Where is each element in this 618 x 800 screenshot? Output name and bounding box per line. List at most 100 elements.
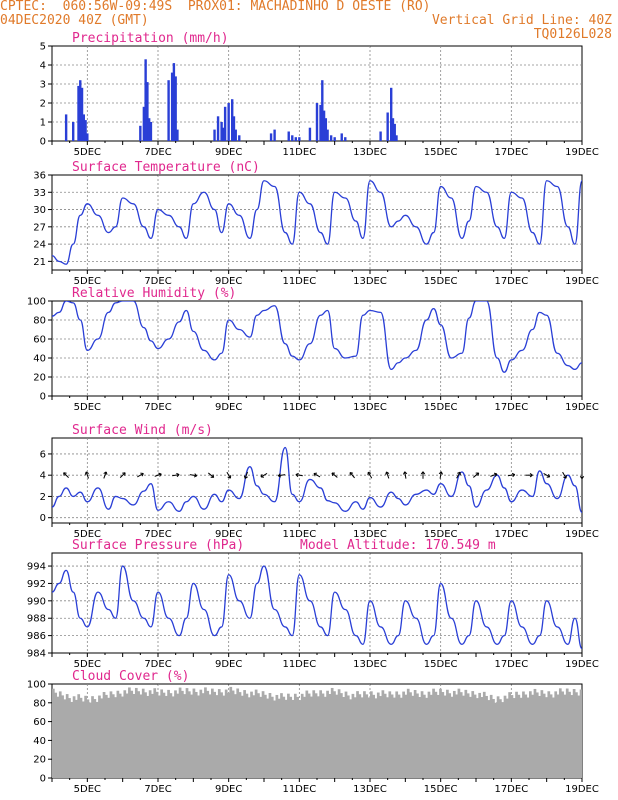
wind-arrow-shaft <box>507 474 515 477</box>
y-tick-label: 0 <box>40 774 46 785</box>
panel-title: Surface Temperature (nC) <box>72 160 260 175</box>
panel-rh: 0 20 40 60 80 100 5DEC 7DEC 9DEC 11DEC 13DEC 15DEC 1… <box>27 286 599 413</box>
y-tick-label: 60 <box>33 335 46 346</box>
y-tick-label: 80 <box>33 698 46 709</box>
cloud-bar <box>448 693 452 778</box>
cloud-bar <box>236 688 240 778</box>
series-line-temp <box>52 180 582 265</box>
panel-title: Relative Humidity (%) <box>72 286 236 301</box>
precip-bar <box>144 59 147 141</box>
cloud-bar <box>222 695 226 778</box>
cloud-bar <box>464 689 468 778</box>
cloud-bar <box>579 689 582 778</box>
cloud-bar <box>257 693 260 778</box>
cloud-bar <box>266 698 270 778</box>
x-tick-label: 15DEC <box>424 529 458 540</box>
wind-arrow <box>456 471 461 479</box>
y-tick-label: 27 <box>33 222 46 233</box>
wind-arrow <box>137 472 144 478</box>
wind-arrow <box>562 471 567 479</box>
cloud-bar <box>52 688 55 778</box>
plot-body <box>52 180 582 265</box>
precip-bar <box>223 106 227 141</box>
cloud-bar <box>323 696 327 778</box>
wind-arrow-head <box>529 474 533 478</box>
cloud-bar <box>450 696 454 778</box>
precip-bar <box>174 76 177 141</box>
cloud-bar <box>54 692 58 778</box>
cloud-bar <box>208 694 212 778</box>
cloud-bar <box>197 695 200 778</box>
cloud-bar <box>462 695 465 778</box>
precip-bar <box>391 118 395 141</box>
cloud-bar <box>351 693 355 778</box>
cloud-bar <box>220 692 223 778</box>
y-tick-label: 33 <box>33 188 46 199</box>
x-tick-label: 9DEC <box>215 659 242 670</box>
y-tick-label: 30 <box>33 205 46 216</box>
cloud-bar <box>303 696 306 778</box>
cloud-bar <box>63 699 67 778</box>
cloud-bar <box>427 691 431 778</box>
wind-arrow <box>226 471 232 479</box>
wind-arrow <box>84 471 90 479</box>
wind-arrow-head <box>368 471 372 474</box>
cloud-bar <box>356 691 359 778</box>
precip-bar <box>80 87 84 141</box>
y-tick-label: 994 <box>27 562 46 573</box>
cloud-bar <box>162 692 166 778</box>
x-tick-label: 5DEC <box>74 402 101 413</box>
cloud-bar <box>432 688 435 778</box>
panel-pres: 984 986 988 990 992 994 5DEC 7DEC 9DEC 11DEC 13DEC… <box>27 538 599 670</box>
wind-arrow <box>119 472 126 479</box>
cloud-bar <box>402 691 405 778</box>
wind-arrow-shaft <box>154 473 162 477</box>
precip-bar <box>386 112 389 141</box>
cloud-bar <box>224 689 228 778</box>
cloud-bar <box>289 696 293 778</box>
wind-arrow-head <box>494 473 498 477</box>
cloud-bar <box>116 690 120 778</box>
cloud-bar <box>434 691 438 778</box>
cloud-bar <box>247 697 251 778</box>
wind-arrow-shaft <box>456 471 461 479</box>
cloud-bar <box>264 694 267 778</box>
cloud-bar <box>577 695 581 778</box>
wind-arrow <box>385 471 390 479</box>
cloud-bar <box>381 690 385 778</box>
cloud-bar <box>429 694 433 778</box>
cloud-bar <box>420 691 424 778</box>
cloud-bar <box>540 690 544 778</box>
cloud-bar <box>84 695 87 778</box>
cloud-bar <box>307 693 311 778</box>
precip-bar <box>329 135 333 141</box>
cloud-bar <box>111 694 115 778</box>
cloud-bar <box>374 698 378 778</box>
cloud-bar <box>183 694 187 778</box>
x-tick-label: 9DEC <box>215 276 242 287</box>
wind-arrow-head <box>141 473 144 477</box>
cloud-bar <box>346 695 350 778</box>
precip-bar <box>220 122 223 141</box>
y-tick-label: 21 <box>33 257 46 268</box>
cloud-bar <box>563 694 567 778</box>
cloud-bar <box>72 696 76 778</box>
cloud-bar <box>65 694 69 778</box>
wind-arrow <box>472 472 480 478</box>
cloud-bar <box>81 701 85 778</box>
cloud-bar <box>395 691 399 778</box>
y-tick-label: 992 <box>27 579 46 590</box>
y-tick-label: 0 <box>40 513 46 524</box>
cloud-bar <box>243 690 246 778</box>
wind-arrow-head <box>159 473 162 477</box>
cloud-bar <box>549 694 553 778</box>
precip-bar <box>340 133 343 141</box>
cloud-bar <box>190 694 193 778</box>
precip-bar <box>287 131 290 141</box>
y-tick-label: 1 <box>40 118 46 129</box>
cloud-bar <box>305 690 309 778</box>
precip-bar <box>222 127 225 141</box>
cloud-bar <box>326 690 329 778</box>
precip-bar <box>322 110 326 141</box>
x-tick-label: 19DEC <box>565 784 599 795</box>
